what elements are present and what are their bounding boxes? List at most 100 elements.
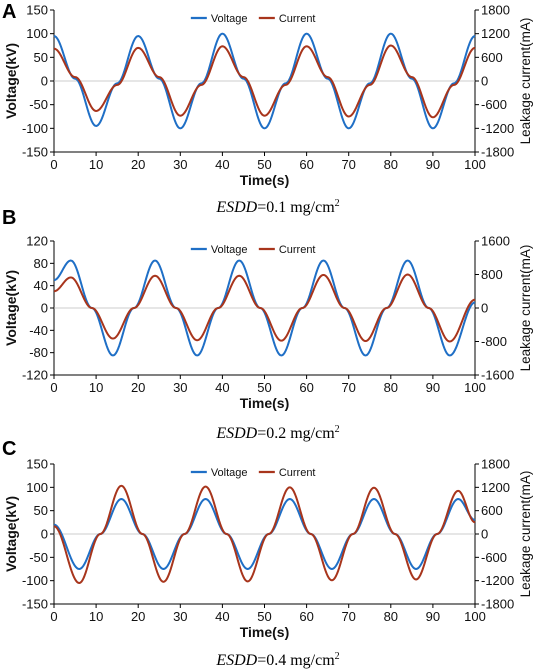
x-tick-label: 60 [299,609,313,624]
x-tick-label: 60 [299,157,313,172]
x-tick-label: 10 [89,157,103,172]
y-axis-title: Voltage(kV) [3,270,19,346]
y2-axis-title: Leakage current(mA) [518,245,533,372]
y2-tick-label: 1800 [481,3,510,18]
y2-tick-label: 0 [481,527,488,542]
y2-tick-label: -800 [481,334,507,349]
x-tick-label: 20 [131,380,145,395]
y-tick-label: -100 [22,121,48,136]
x-tick-label: 40 [215,609,229,624]
series-line-current [53,273,476,343]
x-axis-title: Time(s) [240,624,290,640]
legend: Voltage Current [190,13,316,25]
panel-label: B [2,207,16,229]
x-tick-label: 80 [384,609,398,624]
y-tick-label: -50 [29,550,48,565]
y-tick-label: 150 [26,3,48,18]
caption: ESDD=0.2 mg/cm2 [215,424,339,442]
x-tick-label: 90 [426,157,440,172]
y-tick-label: -150 [22,597,48,612]
x-tick-label: 30 [173,380,187,395]
x-tick-label: 30 [173,609,187,624]
legend-label: Current [279,467,316,479]
x-tick-label: 100 [464,609,486,624]
y2-tick-label: 600 [481,503,503,518]
y2-axis-title: Leakage current(mA) [518,471,533,598]
y2-tick-label: 1800 [481,457,510,472]
panel-label: C [2,438,16,460]
y-tick-label: -100 [22,573,48,588]
y-tick-label: 120 [26,234,48,249]
chart-panel-b: B 0 10 20 30 40 50 60 70 80 90 100 -120 -80 -40 0 40 80 12… [2,207,533,442]
y2-tick-label: 0 [481,74,488,89]
chart-panel-c: C 0 10 20 30 40 50 60 70 80 90 100 -150 -100 -50 0 50 100… [2,438,533,669]
x-tick-label: 0 [50,380,57,395]
y-tick-label: 100 [26,26,48,41]
x-axis-title: Time(s) [240,172,290,188]
y-tick-label: 0 [41,301,48,316]
y-tick-label: 80 [34,256,48,271]
legend-label: Current [279,13,316,25]
x-tick-label: 0 [50,609,57,624]
y-tick-label: -80 [29,345,48,360]
x-tick-label: 0 [50,157,57,172]
x-tick-label: 50 [257,609,271,624]
y-tick-label: -50 [29,97,48,112]
y-tick-label: 40 [34,278,48,293]
x-tick-label: 40 [215,380,229,395]
chart-panel-a: A 0 10 20 30 40 50 60 70 80 90 100 -150 -100 -50 0 50 100… [2,1,533,216]
caption: ESDD=0.4 mg/cm2 [215,651,339,669]
y2-tick-label: 600 [481,50,503,65]
y2-tick-label: -600 [481,550,507,565]
legend-label: Voltage [211,244,248,256]
y-tick-label: 0 [41,74,48,89]
y2-tick-label: -1200 [481,573,514,588]
y-tick-label: -40 [29,323,48,338]
x-tick-label: 100 [464,157,486,172]
x-axis-title: Time(s) [240,395,290,411]
series-line-current [53,484,476,584]
x-tick-label: 70 [341,157,355,172]
legend: Voltage Current [190,244,316,256]
x-tick-label: 80 [384,380,398,395]
y-tick-label: 100 [26,480,48,495]
y2-tick-label: -1800 [481,145,514,160]
caption: ESDD=0.1 mg/cm2 [215,198,339,216]
y2-axis-title: Leakage current(mA) [518,18,533,145]
y-tick-label: 50 [34,503,48,518]
x-tick-label: 50 [257,157,271,172]
legend-label: Current [279,244,316,256]
y-tick-label: 150 [26,457,48,472]
x-tick-label: 50 [257,380,271,395]
y-axis-title: Voltage(kV) [3,496,19,572]
panel-label: A [2,1,16,23]
x-tick-label: 100 [464,380,486,395]
x-tick-label: 90 [426,380,440,395]
x-tick-label: 60 [299,380,313,395]
y2-tick-label: -1600 [481,368,514,383]
y-tick-label: -120 [22,368,48,383]
y2-tick-label: 1200 [481,26,510,41]
x-tick-label: 10 [89,609,103,624]
x-tick-label: 90 [426,609,440,624]
legend-label: Voltage [211,467,248,479]
y2-tick-label: -600 [481,97,507,112]
legend: Voltage Current [190,467,316,479]
legend-label: Voltage [211,13,248,25]
x-tick-label: 70 [341,380,355,395]
x-tick-label: 80 [384,157,398,172]
x-tick-label: 30 [173,157,187,172]
x-tick-label: 40 [215,157,229,172]
y-axis-title: Voltage(kV) [3,43,19,119]
y-tick-label: -150 [22,145,48,160]
y-tick-label: 50 [34,50,48,65]
x-tick-label: 70 [341,609,355,624]
y2-tick-label: 1200 [481,480,510,495]
y2-tick-label: 0 [481,301,488,316]
y2-tick-label: -1800 [481,597,514,612]
y2-tick-label: 800 [481,267,503,282]
y-tick-label: 0 [41,527,48,542]
x-tick-label: 10 [89,380,103,395]
y2-tick-label: 1600 [481,234,510,249]
x-tick-label: 20 [131,157,145,172]
